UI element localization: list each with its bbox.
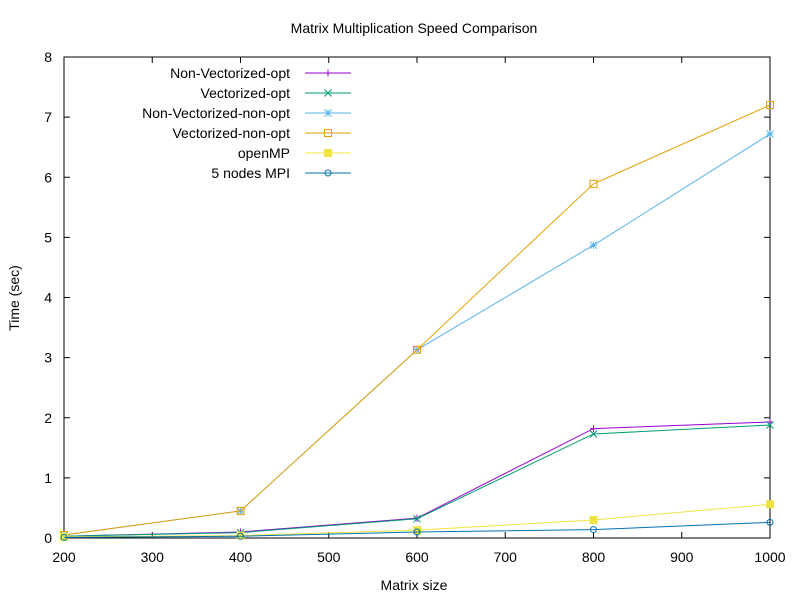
legend-label: openMP bbox=[238, 145, 290, 161]
data-point bbox=[324, 129, 332, 137]
data-point bbox=[766, 130, 774, 138]
data-point bbox=[590, 425, 597, 433]
y-tick-label: 6 bbox=[44, 169, 52, 185]
series-line bbox=[63, 104, 771, 536]
data-point bbox=[324, 109, 332, 117]
data-point bbox=[589, 241, 598, 250]
legend-entry: Non-Vectorized-opt bbox=[170, 65, 351, 81]
series-5-nodes-mpi bbox=[60, 518, 774, 541]
data-point bbox=[589, 430, 598, 438]
x-axis: 200 300 400 500 600 700 800 900 1000 bbox=[52, 57, 786, 565]
data-point bbox=[60, 533, 68, 541]
legend-label: 5 nodes MPI bbox=[211, 165, 290, 181]
legend-entry: Non-Vectorized-non-opt bbox=[142, 105, 351, 121]
data-point bbox=[766, 421, 774, 429]
legend-entry: Vectorized-opt bbox=[201, 85, 351, 101]
series-vectorized-opt bbox=[60, 421, 774, 541]
x-tick-label: 800 bbox=[582, 549, 606, 565]
y-tick-label: 0 bbox=[44, 530, 52, 546]
series-line bbox=[63, 521, 771, 538]
data-point bbox=[236, 506, 245, 515]
series-line bbox=[63, 133, 771, 536]
data-point bbox=[766, 500, 774, 509]
y-tick-label: 2 bbox=[44, 410, 52, 426]
legend-label: Vectorized-non-opt bbox=[172, 125, 290, 141]
legend-label: Non-Vectorized-non-opt bbox=[142, 105, 290, 121]
y-tick-label: 1 bbox=[44, 470, 52, 486]
y-tick-label: 4 bbox=[44, 290, 52, 306]
data-point bbox=[589, 179, 598, 188]
series-vectorized-non-opt bbox=[60, 101, 774, 539]
x-tick-label: 600 bbox=[405, 549, 429, 565]
series-openmp bbox=[60, 500, 774, 541]
data-point bbox=[590, 526, 597, 534]
series-non-vectorized-non-opt bbox=[60, 130, 774, 539]
y-tick-label: 8 bbox=[44, 49, 52, 65]
x-tick-label: 1000 bbox=[754, 549, 785, 565]
data-point bbox=[324, 89, 332, 97]
series-non-vectorized-opt bbox=[60, 418, 774, 540]
data-point bbox=[413, 345, 421, 354]
x-tick-label: 400 bbox=[229, 549, 253, 565]
legend-entry: 5 nodes MPI bbox=[211, 165, 351, 181]
x-tick-label: 900 bbox=[670, 549, 694, 565]
data-point bbox=[589, 515, 598, 524]
data-point bbox=[766, 518, 774, 526]
y-axis: 0 1 2 3 4 5 6 7 8 bbox=[44, 49, 770, 546]
data-point bbox=[413, 526, 421, 535]
x-tick-label: 500 bbox=[317, 549, 341, 565]
legend-label: Non-Vectorized-opt bbox=[170, 65, 290, 81]
plot-frame bbox=[63, 56, 771, 539]
data-point bbox=[324, 169, 332, 177]
x-tick-label: 700 bbox=[494, 549, 518, 565]
y-tick-label: 7 bbox=[44, 109, 52, 125]
chart-title: Matrix Multiplication Speed Comparison bbox=[291, 20, 538, 36]
legend-label: Vectorized-opt bbox=[201, 85, 291, 101]
y-tick-label: 5 bbox=[44, 229, 52, 245]
x-axis-label: Matrix size bbox=[381, 577, 448, 593]
data-point bbox=[766, 101, 774, 110]
x-tick-label: 200 bbox=[52, 549, 76, 565]
data-point bbox=[324, 149, 332, 157]
legend-entry: openMP bbox=[238, 145, 351, 161]
data-point bbox=[413, 528, 421, 536]
x-tick-label: 300 bbox=[141, 549, 165, 565]
data-point bbox=[237, 532, 244, 540]
y-axis-label: Time (sec) bbox=[6, 265, 22, 331]
legend-entry: Vectorized-non-opt bbox=[172, 125, 351, 141]
series-layer bbox=[60, 101, 774, 541]
y-tick-label: 3 bbox=[44, 350, 52, 366]
legend: Non-Vectorized-opt Vectorized-opt Non-Vect… bbox=[142, 65, 351, 181]
data-point bbox=[324, 69, 332, 77]
data-point bbox=[413, 514, 421, 523]
